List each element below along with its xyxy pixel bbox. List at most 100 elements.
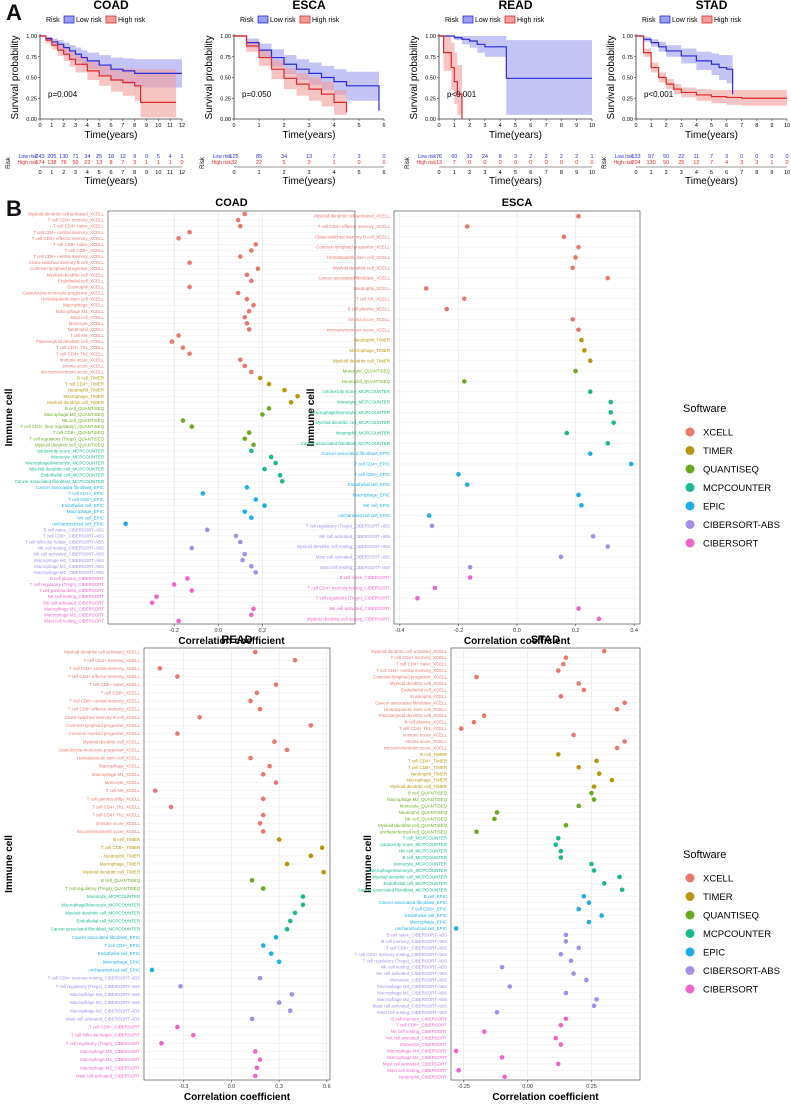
- km-x-tick-label: 2: [282, 123, 285, 129]
- dot-point: [257, 820, 263, 826]
- software-legend-swatch: [685, 446, 695, 455]
- dot-point: [456, 471, 461, 477]
- dot-point: [467, 575, 473, 580]
- km-ci-band-high: [439, 36, 462, 119]
- risk-table-cell: 12: [693, 160, 699, 166]
- risk-table-cell: 0: [382, 154, 385, 160]
- dot-cell-label: Class-switched memory B cell_XCELL: [315, 234, 390, 239]
- dot-point: [429, 523, 435, 529]
- dot-cell-label: Neutrophil_TIMER: [411, 771, 447, 776]
- km-x-tick-label: 6: [382, 123, 385, 129]
- km-ci-band-high: [40, 36, 177, 118]
- dot-cell-label: Endothelial cell_EPIC: [62, 503, 104, 508]
- km-y-tick-label: 0.75: [220, 55, 231, 61]
- dot-point: [266, 381, 272, 387]
- dot-cell-label: Cancer associated fibroblast_MCPCOUNTER: [51, 927, 140, 932]
- dot-cell-label: B cell_TIMER: [77, 376, 104, 381]
- dot-cell-label: Macrophage M1_CIBERSORT-ABS: [34, 564, 104, 569]
- risk-table-cell: 0: [468, 160, 471, 166]
- dot-point: [558, 951, 564, 957]
- dot-cell-label: B cell memory_CIBERSORT-ABS: [381, 939, 447, 944]
- dot-point: [561, 234, 567, 240]
- risk-table-cell: 1: [770, 160, 773, 166]
- dot-cell-label: Cancer associated fibroblast_MCPCOUNTER: [358, 887, 447, 892]
- dot-cell-label: Endothelial cell_EPIC: [405, 913, 447, 918]
- dot-point: [553, 1035, 559, 1041]
- dot-point: [244, 296, 250, 302]
- software-legend-swatch: [685, 483, 695, 492]
- risk-table-cell: 5: [282, 160, 285, 166]
- risk-table-cell: 12: [120, 154, 126, 160]
- risk-table-x-tick: 5: [98, 170, 101, 176]
- risk-table-cell: 3: [133, 160, 136, 166]
- km-y-tick-label: 1.00: [26, 34, 37, 40]
- dot-cell-label: cytotoxicity score_MCPCOUNTER: [380, 842, 447, 847]
- dot-cell-label: Macrophage M1_XCELL: [92, 772, 141, 777]
- km-x-label: Time(years): [685, 130, 738, 141]
- dot-point: [168, 804, 174, 810]
- dot-point: [178, 983, 183, 989]
- risk-table-x-tick: 0: [38, 170, 41, 176]
- dot-cell-label: uncharacterized cell_EPIC: [52, 521, 104, 526]
- dot-point: [242, 211, 248, 217]
- dot-point: [279, 478, 285, 484]
- dot-cell-label: T cell CD8+_XCELL: [65, 248, 105, 253]
- dot-cell-label: T cell CD4+_EPIC: [68, 491, 104, 496]
- dot-cell-label: T cell CD4+ (non-regulatory)_QUANTISEQ: [20, 424, 104, 429]
- dot-point: [260, 772, 266, 777]
- risk-table-x-tick: 4: [332, 170, 335, 176]
- dot-point: [284, 747, 290, 753]
- risk-table-cell: 0: [755, 154, 758, 160]
- dot-cell-label: NK cell resting_CIBERSORT-ABS: [38, 546, 104, 551]
- dot-cell-label: NK cell_EPIC: [77, 515, 104, 520]
- risk-table-x-tick: 2: [62, 170, 65, 176]
- dot-cell-label: Mast cell resting_CIBERSORT-ABS: [320, 565, 390, 570]
- km-title: COAD: [93, 0, 129, 12]
- km-x-tick-label: 7: [545, 123, 548, 129]
- dot-x-tick-label: 0.0: [228, 1084, 236, 1090]
- km-legend-swatch-low: [63, 15, 75, 24]
- km-x-tick-label: 11: [167, 123, 173, 129]
- dot-point: [252, 1073, 258, 1079]
- software-legend-swatch: [685, 538, 695, 548]
- dot-cell-label: T cell CD8+ naive_XCELL: [89, 682, 141, 687]
- km-x-tick-label: 10: [589, 123, 595, 129]
- risk-table-cell: 205: [47, 154, 56, 160]
- dot-x-tick-label: -0.4: [395, 628, 404, 634]
- dot-cell-label: Mast cell activated_CIBERSORT: [76, 1073, 140, 1078]
- risk-table-x-tick: 7: [545, 170, 548, 176]
- risk-table-cell: 204: [631, 160, 640, 166]
- dot-point: [608, 410, 614, 415]
- dot-point: [246, 430, 252, 435]
- dot-point: [579, 502, 584, 508]
- dot-cell-label: Macrophage M2_CIBERSORT: [44, 612, 104, 617]
- dot-point: [292, 910, 298, 916]
- dot-cell-label: Myeloid dendritic cell_MCPCOUNTER: [315, 420, 390, 425]
- risk-table-x-tick: 8: [755, 170, 758, 176]
- dot-point: [570, 265, 575, 271]
- km-x-tick-label: 1: [453, 123, 456, 129]
- dot-cell-label: Macrophage_EPIC: [103, 959, 140, 964]
- dot-point: [591, 797, 597, 802]
- dot-point: [576, 492, 581, 498]
- risk-table-cell: 22: [678, 154, 684, 160]
- dot-cell-label: microenvironment score_XCELL: [327, 327, 391, 332]
- dot-cell-label: B cell_QUANTISEQ: [408, 791, 448, 796]
- km-ci-band-high: [234, 36, 347, 119]
- dot-point: [254, 690, 260, 696]
- dot-point: [284, 926, 290, 932]
- risk-table-cell: 25: [678, 160, 684, 166]
- dot-cell-label: cytotoxicity score_MCPCOUNTER: [323, 389, 390, 394]
- dot-point: [249, 564, 254, 569]
- risk-table-cell: 5: [157, 154, 160, 160]
- dot-x-tick-label: 0.3: [275, 1084, 283, 1090]
- risk-table-x-label: Time(years): [685, 176, 738, 187]
- dot-cell-label: T cell CD4+ central memory_XCELL: [33, 230, 104, 235]
- km-x-tick-label: 3: [74, 123, 77, 129]
- risk-table-cell: 0: [499, 160, 502, 166]
- dot-cell-label: T cell gamma delta_XCELL: [87, 796, 141, 801]
- dot-cell-label: Neutrophil_TIMER: [68, 388, 104, 393]
- km-y-tick-label: 0.25: [622, 96, 633, 102]
- risk-table-x-tick: 10: [784, 170, 790, 176]
